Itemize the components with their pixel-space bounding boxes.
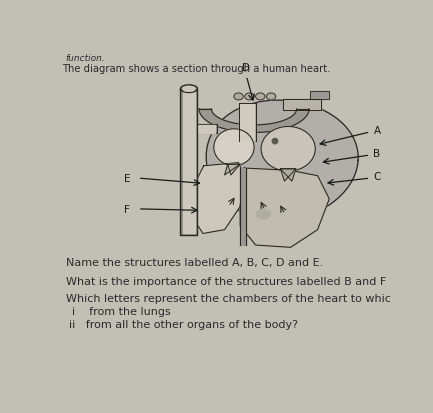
Polygon shape: [198, 126, 215, 133]
Ellipse shape: [256, 210, 270, 219]
Ellipse shape: [272, 139, 278, 145]
Text: D: D: [242, 63, 250, 73]
Text: Name the structures labelled A, B, C, D and E.: Name the structures labelled A, B, C, D …: [66, 257, 323, 267]
Ellipse shape: [214, 129, 254, 166]
Polygon shape: [199, 109, 309, 133]
Ellipse shape: [181, 85, 197, 93]
Text: E: E: [123, 173, 130, 184]
Polygon shape: [240, 104, 254, 140]
Polygon shape: [181, 90, 197, 235]
Text: A: A: [373, 126, 381, 136]
Polygon shape: [197, 125, 217, 134]
Text: i    from the lungs: i from the lungs: [72, 307, 171, 317]
Polygon shape: [225, 165, 240, 176]
Ellipse shape: [183, 87, 195, 92]
Text: B: B: [373, 149, 381, 159]
Polygon shape: [228, 165, 240, 176]
Polygon shape: [240, 169, 329, 248]
Polygon shape: [240, 169, 246, 245]
Text: F: F: [124, 204, 130, 214]
Text: What is the importance of the structures labelled B and F: What is the importance of the structures…: [66, 276, 386, 286]
Polygon shape: [206, 101, 358, 221]
Text: ii   from all the other organs of the body?: ii from all the other organs of the body…: [69, 319, 298, 329]
Polygon shape: [284, 100, 321, 110]
Polygon shape: [183, 92, 195, 233]
Ellipse shape: [261, 127, 315, 172]
Polygon shape: [281, 169, 296, 182]
Ellipse shape: [256, 210, 270, 219]
Polygon shape: [281, 169, 296, 182]
Ellipse shape: [234, 94, 243, 101]
Polygon shape: [206, 101, 358, 221]
Text: The diagram shows a section through a human heart.: The diagram shows a section through a hu…: [62, 63, 330, 74]
Text: Which letters represent the chambers of the heart to whic: Which letters represent the chambers of …: [66, 293, 391, 303]
Polygon shape: [239, 103, 255, 142]
Ellipse shape: [255, 94, 265, 101]
Polygon shape: [192, 163, 244, 234]
Polygon shape: [283, 100, 321, 111]
Polygon shape: [310, 92, 329, 100]
Text: function.: function.: [66, 54, 106, 63]
Ellipse shape: [245, 94, 254, 101]
Ellipse shape: [266, 94, 276, 101]
Text: C: C: [373, 172, 381, 182]
